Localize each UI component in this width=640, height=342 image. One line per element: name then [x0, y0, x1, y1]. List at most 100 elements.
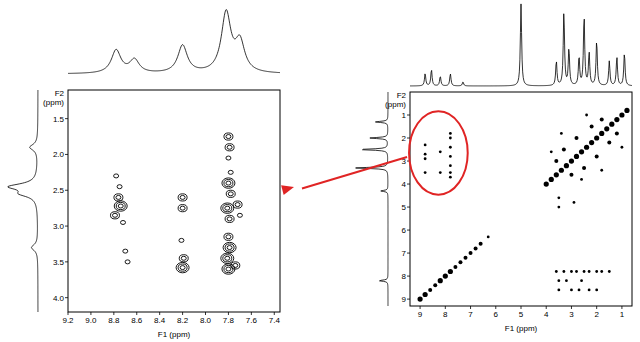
peak-dot — [589, 140, 594, 145]
y-tick — [407, 207, 410, 208]
peak-dot — [428, 288, 432, 292]
contour-line — [233, 201, 242, 208]
peak-dot — [588, 288, 591, 291]
peak-dot — [439, 171, 442, 174]
peak-dot — [582, 166, 586, 170]
y-tick-label: 3.0 — [53, 222, 65, 231]
contour-peak — [121, 220, 126, 224]
x-tick — [495, 306, 496, 309]
peak-dot — [615, 131, 619, 135]
peak-dot — [439, 150, 442, 153]
contour-line — [117, 185, 122, 189]
contour-peak — [110, 212, 119, 219]
x-tick — [159, 312, 160, 315]
contour-line — [176, 262, 189, 272]
peak-dot — [565, 279, 568, 282]
x-tick — [228, 312, 229, 315]
contour-line — [225, 215, 234, 222]
panel: 9.29.08.88.68.48.28.07.87.67.41.52.02.53… — [8, 10, 280, 339]
peak-dot — [554, 172, 559, 177]
x-tick-label: 7 — [468, 310, 473, 319]
y-tick-label: 8 — [402, 272, 407, 281]
peak-dot — [424, 144, 427, 147]
contour-line — [226, 181, 231, 185]
y-tick — [407, 230, 410, 231]
y-axis-title-line: F2 — [397, 91, 407, 100]
peak-dot — [600, 169, 603, 172]
contour-peak — [228, 170, 233, 174]
contour-peak — [178, 194, 187, 201]
peak-dot — [619, 112, 624, 117]
peak-dot — [557, 206, 560, 209]
peak-dot — [487, 236, 490, 239]
contour-line — [114, 201, 127, 211]
y-tick-label: 9 — [402, 295, 407, 304]
peak-dot — [423, 292, 428, 297]
y-tick — [65, 226, 68, 227]
y-tick-label: 2 — [402, 134, 407, 143]
contour-line — [114, 194, 123, 201]
contour-line — [237, 213, 242, 217]
peak-dot — [573, 201, 576, 204]
contour-line — [181, 256, 186, 260]
arrow-head — [281, 185, 294, 195]
y-tick — [65, 154, 68, 155]
contour-line — [123, 249, 128, 253]
contour-peak — [125, 260, 130, 264]
y-tick-label: 2.0 — [53, 150, 65, 159]
f2-projection — [8, 90, 38, 312]
peak-dot — [458, 260, 462, 264]
peak-dot — [580, 178, 583, 181]
contour-peak — [237, 213, 242, 217]
x-axis-title: F1 (ppm) — [505, 324, 538, 333]
y-axis-title: F2(ppm) — [43, 89, 64, 107]
f1-projection — [68, 10, 280, 74]
y-tick-label: 5 — [402, 203, 407, 212]
y-tick-label: 3.5 — [53, 258, 65, 267]
contour-line — [178, 264, 187, 271]
x-tick — [251, 312, 252, 315]
peak-dot — [464, 256, 468, 260]
contour-line — [114, 174, 119, 178]
panel: 987654321123456789F1 (ppm)F2(ppm) — [356, 4, 632, 333]
peak-dot — [585, 114, 588, 117]
y-tick-label: 4.0 — [53, 294, 65, 303]
x-tick-label: 4 — [544, 310, 549, 319]
contour-line — [112, 213, 117, 217]
contour-line — [226, 156, 231, 160]
peak-dot — [599, 131, 604, 136]
y-tick — [65, 261, 68, 262]
x-tick-label: 7.4 — [269, 316, 281, 325]
x-tick-label: 5 — [519, 310, 524, 319]
contour-peak — [231, 262, 240, 269]
peak-dot — [424, 153, 427, 156]
peak-dot — [562, 148, 566, 152]
x-tick-label: 8 — [443, 310, 448, 319]
contour-line — [180, 266, 185, 270]
peaks — [417, 108, 629, 302]
x-tick — [68, 312, 69, 315]
contour-line — [222, 178, 235, 188]
contour-line — [227, 246, 232, 250]
contour-line — [224, 233, 233, 240]
contour-line — [225, 144, 234, 151]
x-tick — [90, 312, 91, 315]
peak-dot — [557, 279, 560, 282]
contour-line — [221, 203, 234, 213]
contour-peak — [222, 178, 235, 188]
f1-projection — [410, 4, 632, 86]
peak-dot — [621, 146, 624, 149]
peak-dot — [433, 283, 437, 287]
peak-dot — [569, 158, 574, 163]
contour-line — [179, 255, 188, 262]
contour-peak — [176, 262, 189, 272]
x-tick-label: 8.0 — [200, 316, 212, 325]
y-tick — [65, 118, 68, 119]
peak-dot — [443, 273, 448, 278]
y-tick-label: 7 — [402, 249, 407, 258]
contour-line — [224, 265, 233, 272]
x-tick — [205, 312, 206, 315]
contour-peak — [223, 242, 236, 252]
contour-line — [224, 133, 233, 140]
arrow-line — [302, 157, 407, 189]
